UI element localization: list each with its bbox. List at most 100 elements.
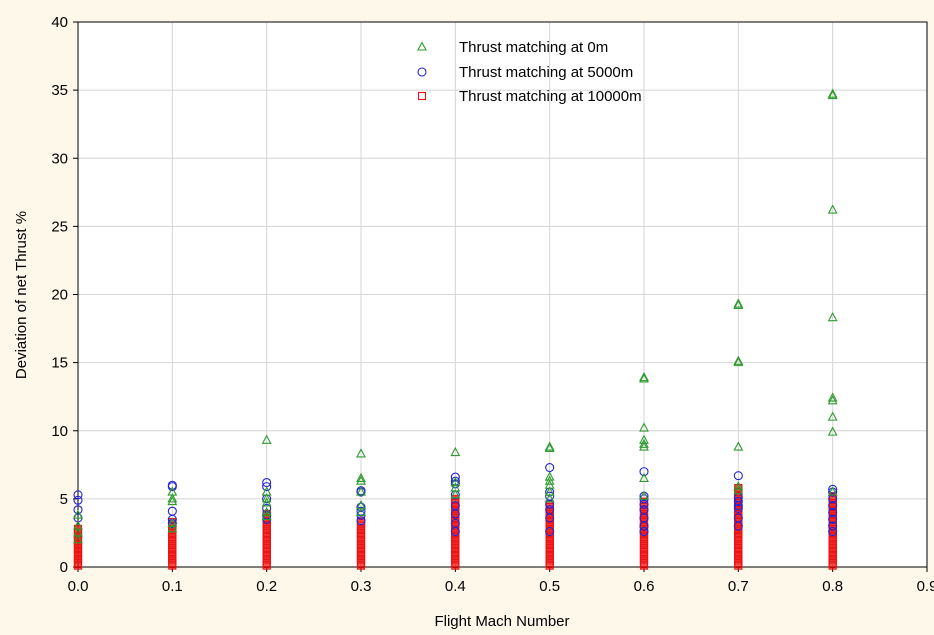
data-point (356, 506, 366, 517)
x-tick-label: 0.1 (162, 578, 183, 595)
y-tick-label: 20 (51, 287, 68, 304)
data-point (733, 503, 743, 513)
data-point (733, 497, 743, 507)
x-tick-label: 0.2 (256, 578, 277, 595)
y-tick-label: 35 (51, 82, 68, 99)
data-point (167, 523, 178, 533)
data-point (73, 490, 83, 500)
data-point (450, 476, 461, 487)
data-point (639, 527, 649, 537)
data-point (261, 506, 272, 517)
data-point (356, 475, 366, 485)
data-point (450, 527, 460, 537)
y-tick-label: 15 (51, 355, 68, 372)
data-point (545, 499, 555, 509)
data-point (639, 422, 649, 432)
data-point (451, 494, 460, 503)
data-point (167, 517, 178, 527)
data-point (450, 446, 461, 457)
legend-label: Thrust matching at 0m (459, 39, 608, 56)
x-tick-label: 0.5 (539, 578, 560, 595)
y-axis-label: Deviation of net Thrust % (13, 211, 30, 379)
x-tick-label: 0.7 (728, 578, 749, 595)
x-tick-label: 0.8 (822, 578, 843, 595)
data-point (167, 482, 177, 492)
data-point (828, 527, 838, 537)
data-point (262, 482, 272, 492)
data-point (544, 442, 555, 453)
data-point (639, 373, 649, 383)
data-point (639, 467, 649, 477)
legend-marker-triangle (417, 41, 427, 51)
series-triangle (73, 88, 838, 544)
data-point (733, 521, 743, 531)
x-tick-label: 0.6 (634, 578, 655, 595)
data-point (73, 509, 83, 519)
grid-lines (78, 22, 927, 567)
data-point (544, 493, 555, 503)
data-point (733, 480, 744, 491)
legend-label: Thrust matching at 5000m (459, 64, 633, 81)
data-point (733, 485, 744, 495)
data-point (356, 486, 366, 496)
y-tick-label: 5 (60, 491, 68, 508)
data-point (356, 516, 366, 526)
x-axis-label: Flight Mach Number (434, 613, 569, 630)
x-tick-label: 0.3 (351, 578, 372, 595)
data-point (639, 499, 649, 509)
data-point (827, 204, 838, 214)
data-point (828, 514, 838, 524)
data-point (828, 501, 838, 511)
y-tick-label: 30 (51, 150, 68, 167)
data-point (73, 495, 83, 505)
data-point (356, 448, 366, 458)
data-point (827, 89, 838, 100)
data-point (450, 489, 461, 499)
data-point (545, 527, 555, 537)
y-tick-label: 0 (60, 559, 68, 576)
data-point (827, 392, 838, 402)
data-point (827, 311, 838, 322)
data-point (827, 426, 838, 436)
data-point (639, 490, 649, 500)
data-point (544, 475, 555, 485)
data-point (733, 298, 744, 308)
data-point (827, 88, 838, 98)
data-point (733, 471, 743, 481)
data-point (828, 507, 838, 518)
data-point (733, 355, 744, 365)
legend-marker-circle (417, 67, 427, 77)
data-point (733, 356, 744, 367)
y-axis-ticks: 0 5 10 15 20 25 30 35 40 (51, 14, 78, 576)
data-point (545, 513, 555, 523)
data-point (639, 441, 649, 451)
data-point (450, 479, 460, 489)
data-point (828, 484, 838, 494)
data-point (827, 411, 838, 421)
data-point (261, 434, 272, 444)
data-point (356, 472, 366, 482)
x-axis-ticks: 0.0 0.1 0.2 0.3 0.4 0.5 0.6 0.7 0.8 0.9 (68, 567, 934, 595)
y-tick-label: 10 (51, 423, 68, 440)
legend-label: Thrust matching at 10000m (459, 88, 642, 105)
data-marks (73, 88, 838, 570)
x-tick-label: 0.4 (445, 578, 466, 595)
data-point (639, 438, 649, 448)
y-tick-label: 25 (51, 218, 68, 235)
data-point (167, 495, 178, 506)
data-point (261, 493, 272, 503)
data-point (261, 510, 272, 521)
x-tick-label: 0.9 (917, 578, 934, 595)
legend-marker-square (417, 91, 427, 101)
data-point (828, 521, 838, 531)
data-point (639, 371, 649, 382)
data-point (639, 472, 649, 482)
data-point (733, 441, 744, 451)
data-point (544, 441, 555, 451)
data-point (827, 395, 838, 405)
data-point (639, 521, 649, 531)
data-point (261, 497, 272, 507)
data-point (450, 472, 460, 482)
data-point (450, 509, 460, 519)
